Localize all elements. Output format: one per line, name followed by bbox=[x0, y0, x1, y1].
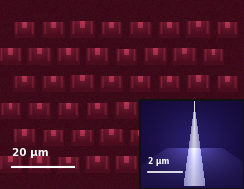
Text: 2 μm: 2 μm bbox=[148, 157, 169, 166]
Bar bbox=[140, 100, 244, 189]
Text: 20 μm: 20 μm bbox=[12, 148, 49, 158]
